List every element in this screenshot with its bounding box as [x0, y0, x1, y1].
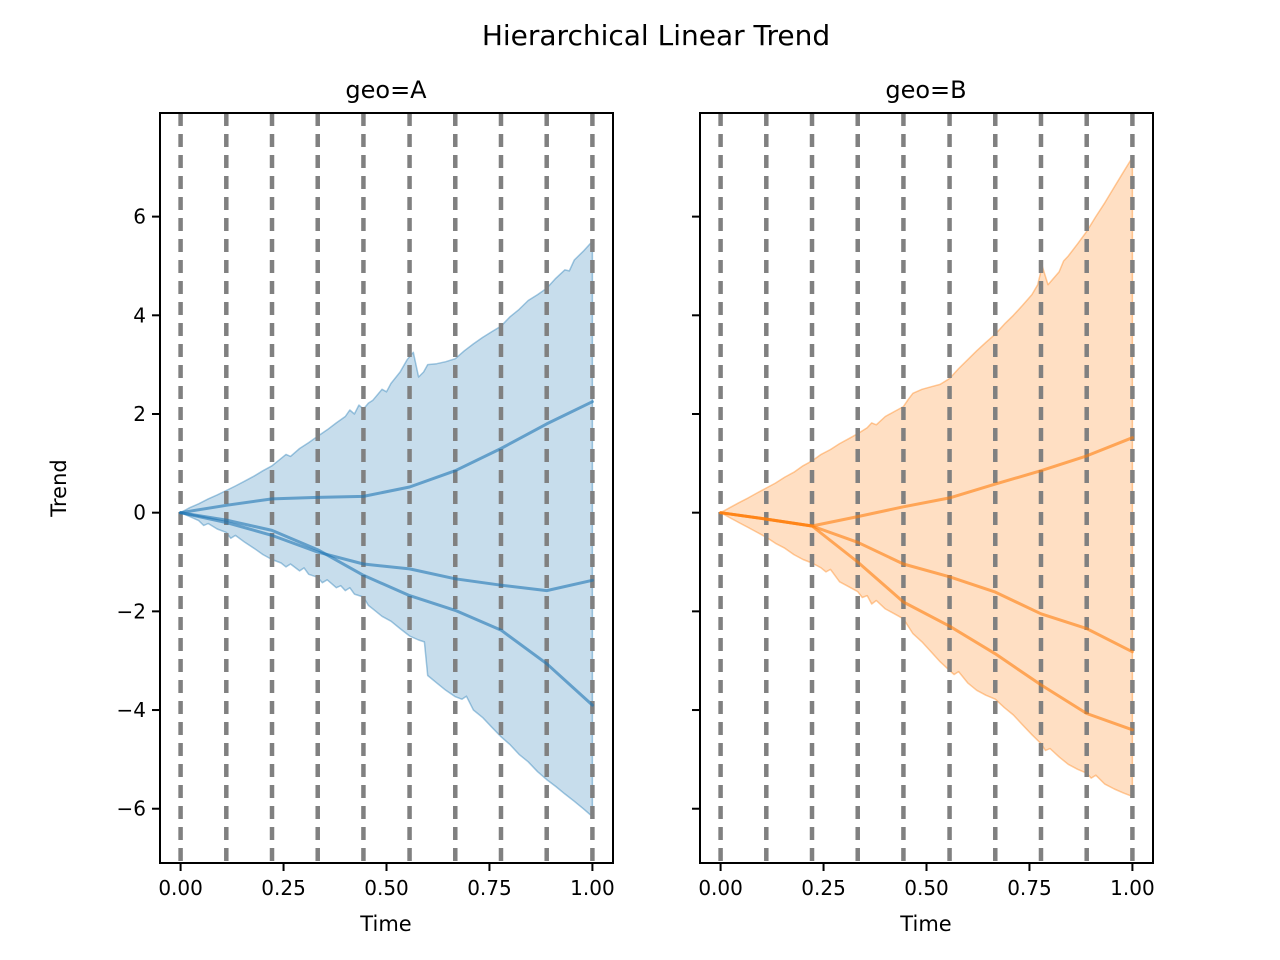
x-tick-label: 1.00 — [570, 876, 615, 900]
y-axis-label: Trend — [47, 459, 71, 517]
x-tick-label: 0.75 — [1007, 876, 1052, 900]
x-axis-label-right: Time — [899, 912, 951, 936]
y-tick-label: 2 — [133, 402, 146, 426]
y-tick-label: −4 — [117, 698, 146, 722]
subplot-title-geo-b: geo=B — [885, 76, 966, 104]
trend-sample-line — [179, 400, 594, 515]
y-tick-label: −6 — [117, 797, 146, 821]
trend-sample-line — [179, 511, 594, 593]
x-tick-label: 0.00 — [158, 876, 203, 900]
credible-band — [719, 156, 1134, 798]
figure-title: Hierarchical Linear Trend — [482, 19, 830, 52]
subplot-title-geo-a: geo=A — [345, 76, 427, 104]
x-tick-label: 0.00 — [698, 876, 743, 900]
credible-band — [179, 240, 594, 818]
x-tick-label: 0.50 — [904, 876, 949, 900]
y-tick-label: −2 — [117, 599, 146, 623]
subplot-geo-a: 0.00 0.25 0.50 0.75 1.00 6 4 2 0 −2 −4 −6 — [117, 112, 615, 900]
subplot-geo-b: 0.00 0.25 0.50 0.75 1.00 — [692, 112, 1155, 900]
x-axis-label-left: Time — [359, 912, 411, 936]
x-tick-label: 0.25 — [261, 876, 306, 900]
x-tick-label: 0.25 — [801, 876, 846, 900]
x-tick-label: 1.00 — [1110, 876, 1155, 900]
x-tick-label: 0.75 — [467, 876, 512, 900]
x-tick-label: 0.50 — [364, 876, 409, 900]
y-tick-label: 4 — [133, 303, 146, 327]
y-tick-label: 0 — [133, 501, 146, 525]
trend-sample-line — [719, 511, 1134, 732]
trend-sample-line — [179, 511, 594, 707]
y-tick-label: 6 — [133, 205, 146, 229]
